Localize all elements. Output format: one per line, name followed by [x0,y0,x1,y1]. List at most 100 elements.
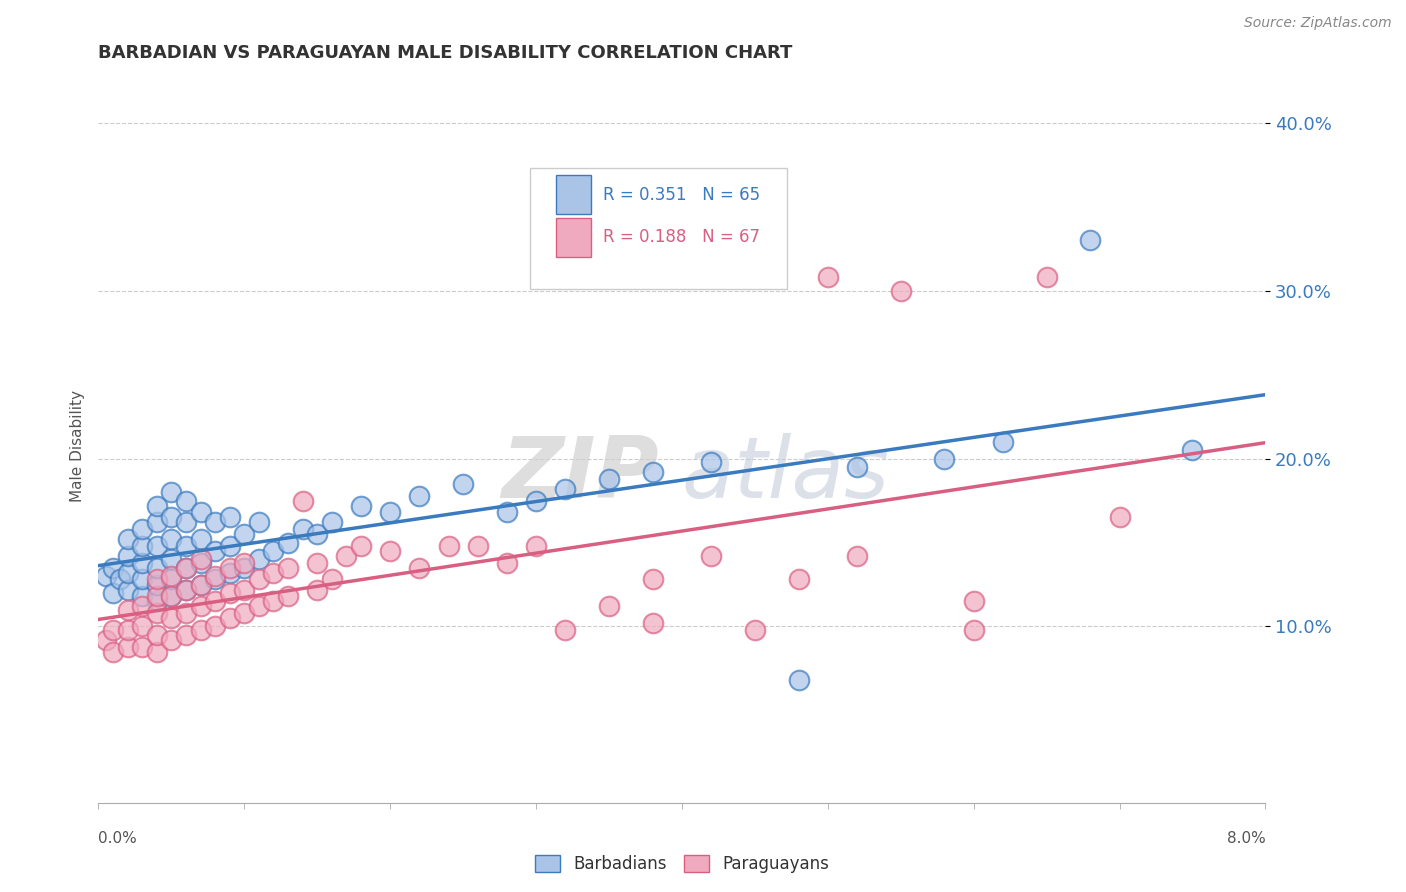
Point [291,522,314,536]
Point [817,270,839,285]
Point [307,527,329,541]
Point [160,573,183,587]
Point [204,619,226,633]
Point [218,566,240,580]
Point [190,577,212,591]
Point [174,560,197,574]
Point [174,539,197,553]
Point [204,594,226,608]
Point [174,560,197,574]
Text: atlas: atlas [682,433,890,516]
Text: R = 0.188   N = 67: R = 0.188 N = 67 [603,228,759,246]
Point [962,594,984,608]
Point [307,556,329,570]
Point [247,552,270,566]
Text: ZIP: ZIP [501,433,658,516]
Text: BARBADIAN VS PARAGUAYAN MALE DISABILITY CORRELATION CHART: BARBADIAN VS PARAGUAYAN MALE DISABILITY … [98,45,793,62]
Point [160,589,183,603]
Point [991,434,1014,449]
Point [408,560,430,574]
Point [554,482,576,496]
Point [160,611,183,625]
Point [146,539,169,553]
Point [962,623,984,637]
Point [451,476,474,491]
Point [598,472,620,486]
Point [110,573,132,587]
Point [277,560,299,574]
Point [218,510,240,524]
Point [131,556,153,570]
Legend: Barbadians, Paraguayans: Barbadians, Paraguayans [529,848,835,880]
Point [131,619,153,633]
Point [218,586,240,600]
Bar [555,175,591,214]
Point [160,552,183,566]
Point [160,569,183,583]
Point [845,460,868,475]
Point [117,603,139,617]
Text: Source: ZipAtlas.com: Source: ZipAtlas.com [1244,16,1392,29]
Point [117,640,139,654]
Point [174,582,197,597]
Point [1035,270,1057,285]
Point [204,544,226,558]
Point [131,599,153,614]
Point [378,505,402,519]
Point [190,623,212,637]
Point [131,640,153,654]
Point [524,539,547,553]
Point [146,628,169,642]
Point [641,465,664,479]
Point [101,623,124,637]
Point [174,582,197,597]
Point [744,623,766,637]
Point [160,485,183,500]
Point [160,510,183,524]
Point [146,573,169,587]
Point [218,539,240,553]
Point [233,556,256,570]
Point [190,532,212,546]
Point [117,549,139,563]
Point [641,616,664,631]
Point [307,582,329,597]
Point [160,532,183,546]
Point [160,632,183,647]
Point [174,493,197,508]
Point [174,516,197,530]
Point [101,645,124,659]
Point [101,586,124,600]
Point [117,582,139,597]
Point [146,645,169,659]
Point [437,539,460,553]
Point [146,516,169,530]
Point [845,549,868,563]
Point [190,505,212,519]
Point [101,560,124,574]
Point [496,505,519,519]
Point [641,573,664,587]
Point [94,632,117,647]
Point [1181,443,1204,458]
Point [174,606,197,620]
Point [554,623,576,637]
Point [350,539,373,553]
Point [598,599,620,614]
Point [233,527,256,541]
Point [1080,233,1102,247]
Point [321,573,343,587]
Point [190,552,212,566]
Point [190,556,212,570]
Point [117,566,139,580]
Point [190,577,212,591]
Point [700,549,723,563]
Point [787,673,810,688]
Point [146,560,169,574]
Point [131,539,153,553]
Point [218,611,240,625]
Point [233,582,256,597]
Point [117,623,139,637]
Point [117,532,139,546]
Point [496,556,519,570]
